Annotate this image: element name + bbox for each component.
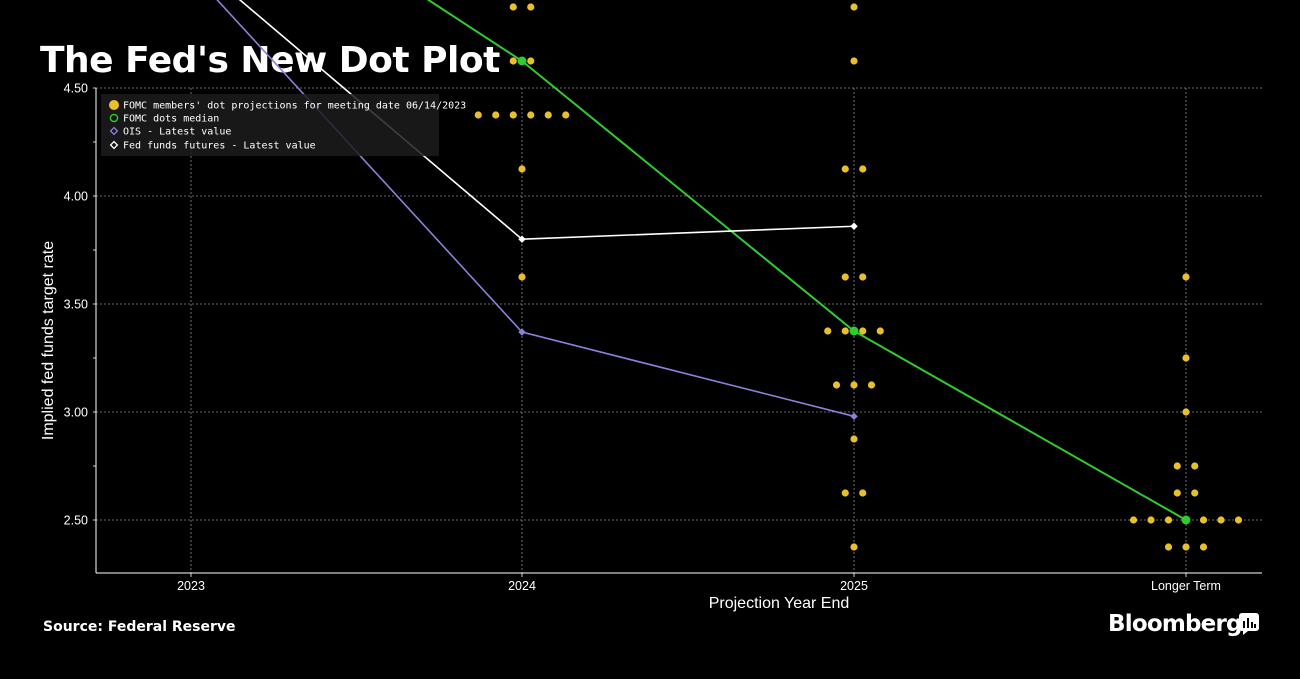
- fomc-dot: [1164, 543, 1173, 551]
- legend-ois-icon: [109, 126, 119, 136]
- fomc-dot: [509, 57, 517, 65]
- bloomberg-logo: Bloomberg: [1108, 611, 1242, 637]
- y-tick-label: 3.50: [64, 298, 88, 312]
- source-note: Source: Federal Reserve: [43, 619, 236, 635]
- grid: [96, 87, 1262, 573]
- y-tick-label: 2.50: [64, 514, 88, 528]
- chart-title: The Fed's New Dot Plot: [40, 40, 500, 81]
- fomc-dot: [527, 111, 535, 119]
- fomc-dot: [1182, 273, 1190, 281]
- legend-label: OIS - Latest value: [123, 127, 231, 138]
- fomc-dot: [1173, 489, 1181, 497]
- fomc-dot: [1191, 489, 1199, 497]
- axes: 2.503.003.504.004.505.005.506.0020232024…: [40, 82, 1262, 612]
- fomc-dot: [1182, 408, 1190, 416]
- fomc-dot: [850, 435, 858, 443]
- fomc-dot: [1182, 543, 1190, 551]
- fomc-dot: [850, 543, 858, 551]
- fomc-dot: [850, 381, 858, 389]
- x-tick-label: 2023: [177, 579, 205, 593]
- fomc-dot: [1199, 543, 1208, 551]
- legend-circle-icon: [109, 113, 119, 123]
- legend-futures-icon: [109, 140, 119, 150]
- fomc-dot: [562, 111, 570, 119]
- fomc-dot: [509, 111, 517, 119]
- fomc-dot: [1199, 516, 1208, 524]
- y-axis-title: Implied fed funds target rate: [40, 241, 57, 440]
- y-tick-label: 3.00: [64, 406, 88, 420]
- fomc-dot: [1173, 462, 1181, 470]
- fomc-dot: [859, 489, 867, 497]
- fomc-dot: [841, 327, 849, 335]
- fomc-dot: [509, 3, 517, 11]
- fomc-dot: [832, 381, 841, 389]
- fomc-dot: [1182, 354, 1190, 362]
- fomc-dot: [1147, 516, 1155, 524]
- y-tick-label: 4.50: [64, 82, 88, 96]
- fomc-dot: [1129, 516, 1138, 524]
- fomc-dot: [474, 111, 482, 119]
- fomc-dot: [1191, 462, 1199, 470]
- fomc-dot: [859, 165, 867, 173]
- fomc-dot: [518, 165, 526, 173]
- ois-marker: [518, 328, 526, 336]
- series-lines: [216, 0, 1191, 525]
- fomc-dot: [841, 489, 849, 497]
- legend: FOMC members' dot projections for meetin…: [101, 94, 466, 156]
- legend-box: [101, 94, 439, 156]
- fomc-dot: [850, 57, 858, 65]
- fomc-dot: [518, 273, 526, 281]
- legend-label: FOMC dots median: [123, 114, 219, 125]
- fomc-dot: [824, 327, 832, 335]
- fomc-dot: [492, 111, 500, 119]
- fomc-dot: [1217, 516, 1225, 524]
- fomc-dot: [1234, 516, 1243, 524]
- median-marker: [849, 326, 859, 336]
- legend-label: FOMC members' dot projections for meetin…: [123, 101, 466, 112]
- median-line: [426, 0, 1187, 521]
- fomc-dot: [841, 165, 849, 173]
- fomc-dot: [841, 273, 849, 281]
- fomc-dot: [527, 57, 535, 65]
- fomc-dot: [1164, 516, 1173, 524]
- fomc-dot: [867, 381, 876, 389]
- y-tick-label: 4.00: [64, 190, 88, 204]
- x-tick-label: 2024: [508, 579, 536, 593]
- futures-marker: [850, 222, 858, 230]
- legend-dot-icon: [109, 100, 119, 110]
- ois-marker: [850, 412, 858, 421]
- legend-label: Fed funds futures - Latest value: [123, 141, 316, 152]
- bloomberg-terminal-icon: [1239, 613, 1259, 635]
- fomc-dot: [859, 327, 867, 335]
- fomc-dot: [859, 273, 867, 281]
- x-axis-title: Projection Year End: [709, 595, 850, 612]
- x-tick-label: 2025: [840, 579, 868, 593]
- futures-marker: [518, 235, 526, 243]
- fomc-dot: [544, 111, 552, 119]
- dot-projections: [474, 3, 1243, 551]
- fomc-dot: [527, 3, 535, 11]
- x-tick-label: Longer Term: [1151, 579, 1221, 593]
- fomc-dot: [876, 327, 884, 335]
- fomc-dot: [850, 3, 858, 11]
- median-marker: [1181, 515, 1191, 525]
- median-marker: [517, 56, 527, 66]
